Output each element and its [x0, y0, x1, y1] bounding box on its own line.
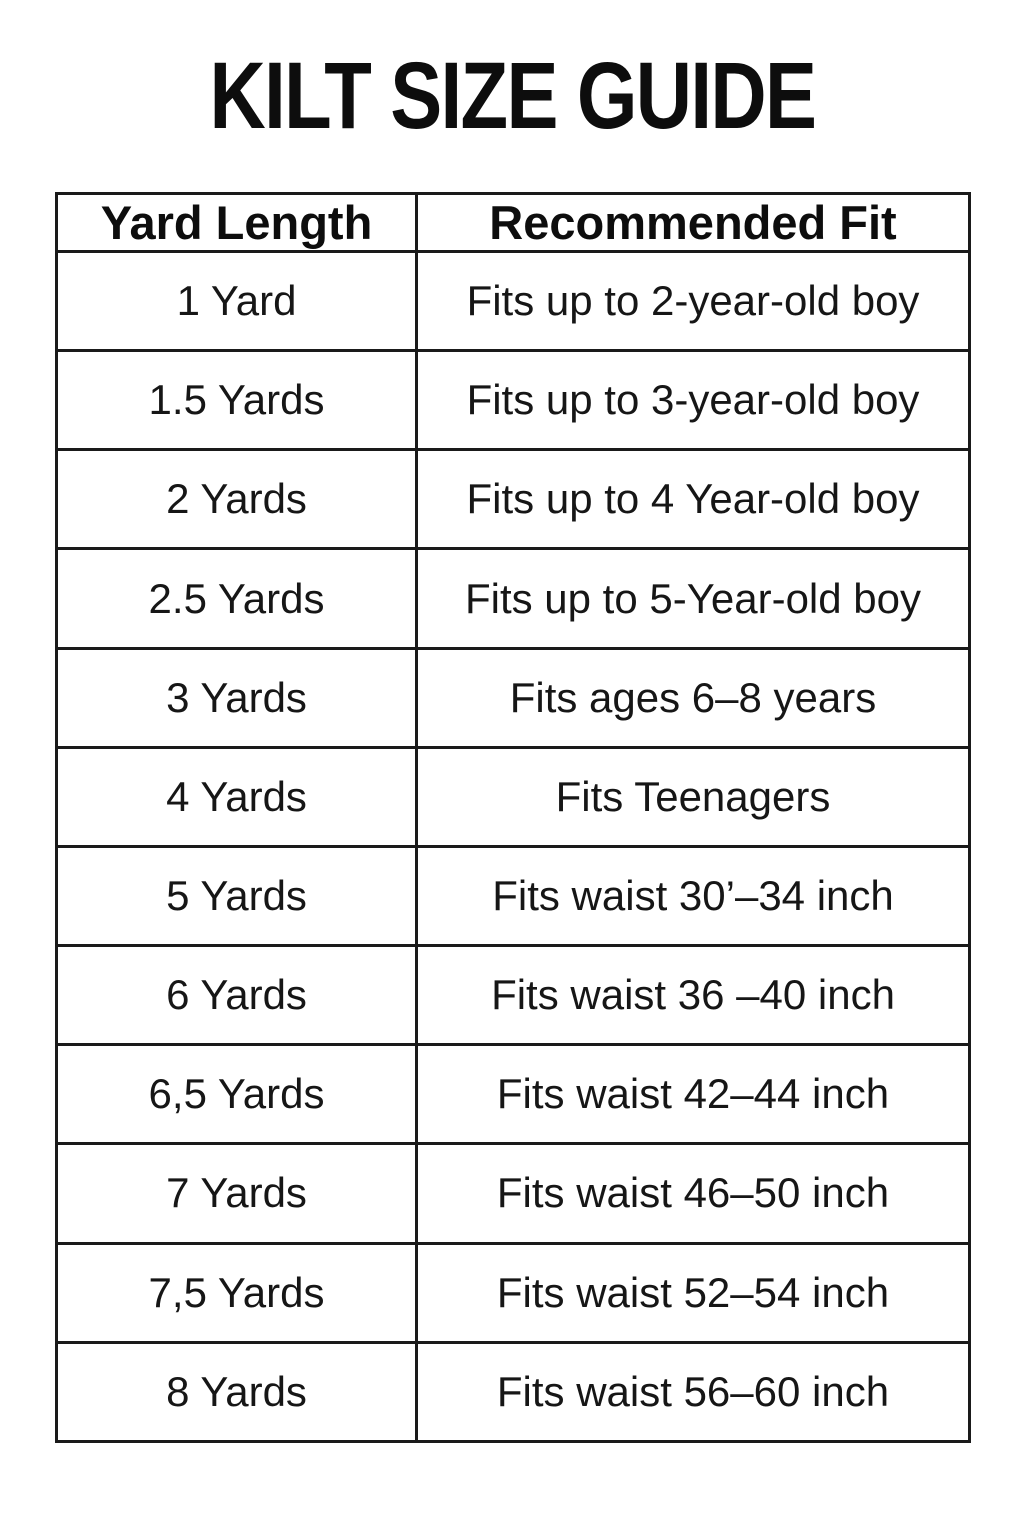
- recommended-fit-cell: Fits waist 56–60 inch: [415, 1340, 971, 1444]
- table-row: 8 Yards Fits waist 56–60 inch: [55, 1340, 971, 1444]
- table-row: 6,5 Yards Fits waist 42–44 inch: [55, 1043, 971, 1146]
- table-row: 4 Yards Fits Teenagers: [55, 745, 971, 848]
- table-row: 7,5 Yards Fits waist 52–54 inch: [55, 1241, 971, 1344]
- table-row: 7 Yards Fits waist 46–50 inch: [55, 1142, 971, 1245]
- yard-length-cell: 4 Yards: [55, 745, 418, 848]
- table-row: 1.5 Yards Fits up to 3-year-old boy: [55, 349, 971, 452]
- yard-length-cell: 6 Yards: [55, 944, 418, 1047]
- recommended-fit-cell: Fits Teenagers: [415, 745, 971, 848]
- yard-length-cell: 5 Yards: [55, 844, 418, 948]
- header-yard-length: Yard Length: [55, 192, 418, 253]
- recommended-fit-cell: Fits waist 46–50 inch: [415, 1142, 971, 1245]
- yard-length-cell: 8 Yards: [55, 1340, 418, 1444]
- yard-length-cell: 3 Yards: [55, 646, 418, 749]
- yard-length-cell: 7 Yards: [55, 1142, 418, 1245]
- page-title-wrap: KILT SIZE GUIDE: [0, 42, 1024, 151]
- table-row: 2.5 Yards Fits up to 5-Year-old boy: [55, 547, 971, 650]
- page-title: KILT SIZE GUIDE: [209, 43, 816, 149]
- header-recommended-fit: Recommended Fit: [415, 192, 971, 253]
- table-row: 2 Yards Fits up to 4 Year-old boy: [55, 448, 971, 551]
- table-row: 5 Yards Fits waist 30’–34 inch: [55, 844, 971, 948]
- table-row: 6 Yards Fits waist 36 –40 inch: [55, 944, 971, 1047]
- recommended-fit-cell: Fits waist 36 –40 inch: [415, 944, 971, 1047]
- recommended-fit-cell: Fits waist 42–44 inch: [415, 1043, 971, 1146]
- table-row: 1 Yard Fits up to 2-year-old boy: [55, 249, 971, 353]
- recommended-fit-cell: Fits waist 52–54 inch: [415, 1241, 971, 1344]
- yard-length-cell: 7,5 Yards: [55, 1241, 418, 1344]
- recommended-fit-cell: Fits up to 4 Year-old boy: [415, 448, 971, 551]
- recommended-fit-cell: Fits waist 30’–34 inch: [415, 844, 971, 948]
- yard-length-cell: 2 Yards: [55, 448, 418, 551]
- table-row: 3 Yards Fits ages 6–8 years: [55, 646, 971, 749]
- recommended-fit-cell: Fits up to 5-Year-old boy: [415, 547, 971, 650]
- recommended-fit-cell: Fits up to 3-year-old boy: [415, 349, 971, 452]
- table-header-row: Yard Length Recommended Fit: [55, 192, 971, 253]
- recommended-fit-cell: Fits up to 2-year-old boy: [415, 249, 971, 353]
- yard-length-cell: 2.5 Yards: [55, 547, 418, 650]
- recommended-fit-cell: Fits ages 6–8 years: [415, 646, 971, 749]
- yard-length-cell: 1.5 Yards: [55, 349, 418, 452]
- yard-length-cell: 6,5 Yards: [55, 1043, 418, 1146]
- yard-length-cell: 1 Yard: [55, 249, 418, 353]
- kilt-size-table: Yard Length Recommended Fit 1 Yard Fits u…: [55, 192, 971, 1444]
